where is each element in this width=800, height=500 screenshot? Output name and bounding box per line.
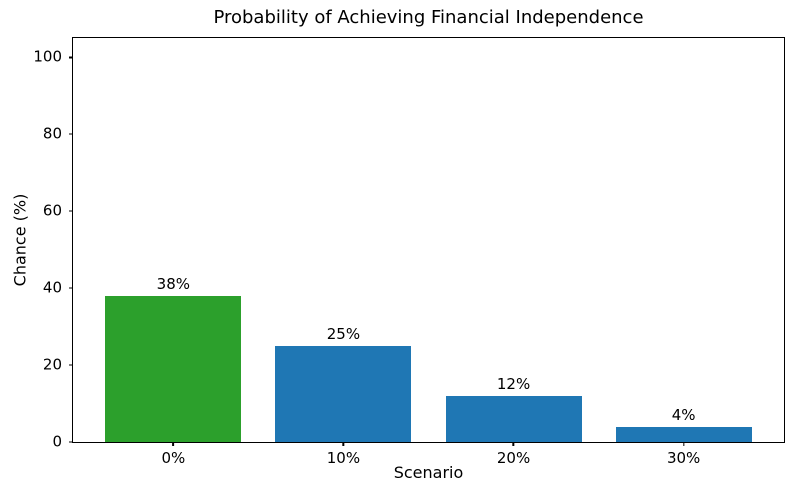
- y-tick-mark: [69, 441, 73, 443]
- y-tick: 0: [52, 432, 73, 451]
- y-tick-label: 60: [42, 201, 62, 220]
- bar-0%: 38%: [105, 275, 242, 442]
- x-tick-label: 10%: [326, 449, 361, 467]
- y-axis-ticks: 0 20 40 60 80 100: [33, 38, 784, 449]
- y-tick-mark: [69, 210, 73, 212]
- bar-20%: 12%: [445, 375, 582, 442]
- y-tick-mark: [69, 364, 73, 366]
- y-tick-label: 80: [42, 124, 62, 143]
- y-tick: 20: [42, 355, 73, 374]
- x-tick-label: 0%: [161, 449, 186, 467]
- x-tick: 30%: [667, 442, 700, 467]
- plot-area: 0 20 40 60 80 100 38% 25% 12% 4% 0% 10% 20% 30%: [33, 37, 785, 467]
- y-tick-mark: [69, 56, 73, 58]
- bars-container: 38% 25% 12% 4%: [73, 38, 784, 442]
- x-tick: 10%: [327, 442, 360, 467]
- y-tick: 100: [33, 47, 73, 66]
- x-tick-label: 20%: [496, 449, 531, 467]
- x-tick-mark: [172, 442, 175, 446]
- bar-value-label: 12%: [496, 374, 531, 393]
- y-tick: 40: [42, 278, 73, 297]
- x-tick-mark: [342, 442, 345, 446]
- bar-10%: 25%: [275, 325, 412, 442]
- bar-value-label: 38%: [156, 274, 191, 293]
- y-tick-label: 40: [42, 278, 62, 297]
- chart-title: Probability of Achieving Financial Indep…: [213, 7, 644, 28]
- y-tick-mark: [69, 133, 73, 135]
- x-axis-ticks: 0% 10% 20% 30%: [73, 38, 784, 467]
- y-tick-label: 20: [42, 355, 62, 374]
- bar-value-label: 25%: [326, 324, 361, 343]
- y-tick-label: 100: [33, 47, 62, 66]
- x-tick-mark: [682, 442, 685, 446]
- bar-value-label: 4%: [671, 405, 696, 424]
- x-axis-label: Scenario: [393, 463, 464, 482]
- y-tick-mark: [69, 287, 73, 289]
- y-tick: 80: [42, 124, 73, 143]
- x-tick: 0%: [161, 442, 185, 467]
- bar-30%: 4%: [615, 406, 752, 442]
- x-tick-mark: [512, 442, 515, 446]
- y-tick: 60: [42, 201, 73, 220]
- y-tick-label: 0: [52, 432, 62, 451]
- x-tick-label: 30%: [666, 449, 701, 467]
- x-tick: 20%: [497, 442, 530, 467]
- y-axis-label: Chance (%): [10, 193, 30, 287]
